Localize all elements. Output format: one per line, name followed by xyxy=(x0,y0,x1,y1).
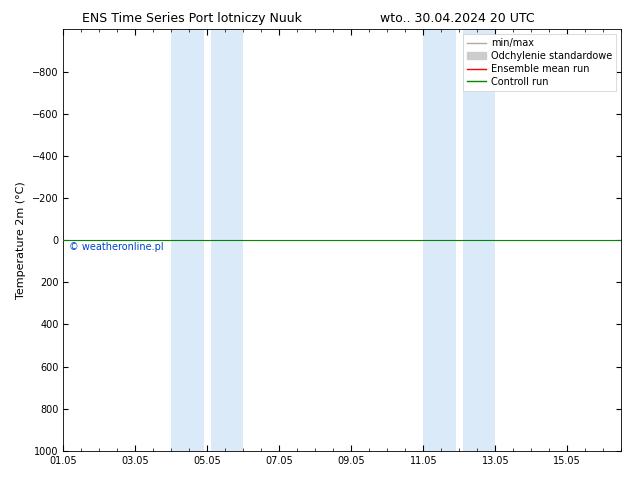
Bar xyxy=(424,29,456,451)
Bar xyxy=(171,29,204,451)
Y-axis label: Temperature 2m (°C): Temperature 2m (°C) xyxy=(16,181,27,299)
Bar xyxy=(463,29,495,451)
Bar xyxy=(211,29,243,451)
Legend: min/max, Odchylenie standardowe, Ensemble mean run, Controll run: min/max, Odchylenie standardowe, Ensembl… xyxy=(463,34,616,91)
Text: wto.. 30.04.2024 20 UTC: wto.. 30.04.2024 20 UTC xyxy=(380,12,535,25)
Text: ENS Time Series Port lotniczy Nuuk: ENS Time Series Port lotniczy Nuuk xyxy=(82,12,302,25)
Text: © weatheronline.pl: © weatheronline.pl xyxy=(69,242,164,252)
